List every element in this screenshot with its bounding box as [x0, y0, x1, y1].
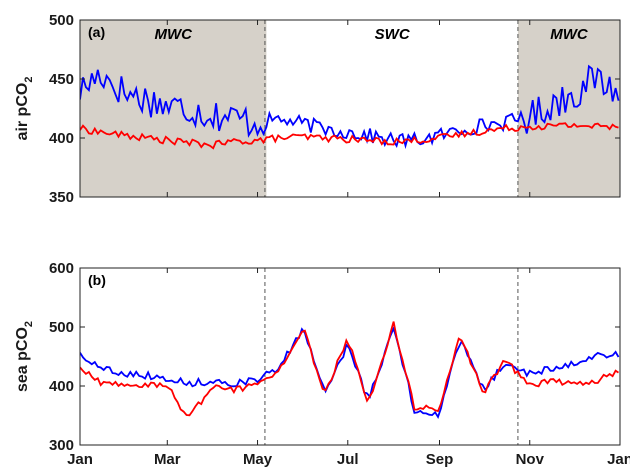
y-tick-label: 500 — [49, 12, 74, 29]
x-tick-label: Mar — [154, 451, 181, 468]
y-axis-label: air pCO2 — [14, 77, 35, 141]
y-axis-label-subscript: 2 — [23, 321, 35, 327]
series-line — [80, 64, 620, 150]
panel-label: (a) — [88, 24, 105, 40]
y-tick-label: 500 — [49, 319, 74, 336]
y-axis-label-text: air pCO — [14, 83, 31, 141]
y-tick-label: 400 — [49, 378, 74, 395]
panel-a: MWC MWC SWC 350 400 450 500 (a) air pCO2 — [14, 12, 621, 206]
y-tick-label: 350 — [49, 189, 74, 206]
shaded-region — [80, 20, 267, 197]
y-axis-label-subscript: 2 — [23, 77, 35, 83]
x-tick-label: Jan — [607, 451, 630, 468]
series-line — [80, 325, 620, 419]
axes-box — [79, 19, 621, 198]
panel-b: 300 400 500 600 Jan Mar May Jul Sep Nov Jan (b) sea … — [14, 260, 630, 468]
x-tick-label: Jan — [67, 451, 93, 468]
axes-box — [79, 267, 621, 446]
x-tick-label: Sep — [426, 451, 454, 468]
y-axis-label-text: sea pCO — [14, 327, 31, 392]
y-tick-label: 400 — [49, 130, 74, 147]
x-tick-label: Jul — [337, 451, 359, 468]
x-tick-label: Nov — [516, 451, 545, 468]
y-tick-label: 300 — [49, 437, 74, 454]
season-label: MWC — [550, 26, 589, 43]
y-tick-label: 450 — [49, 71, 74, 88]
season-label: SWC — [375, 26, 411, 43]
shaded-region — [517, 20, 620, 197]
series-line — [80, 122, 619, 150]
season-label: MWC — [154, 26, 193, 43]
y-axis-label: sea pCO2 — [14, 321, 35, 392]
series-line — [80, 321, 619, 417]
y-tick-label: 600 — [49, 260, 74, 277]
x-tick-label: May — [243, 451, 273, 468]
panel-label: (b) — [88, 272, 106, 288]
